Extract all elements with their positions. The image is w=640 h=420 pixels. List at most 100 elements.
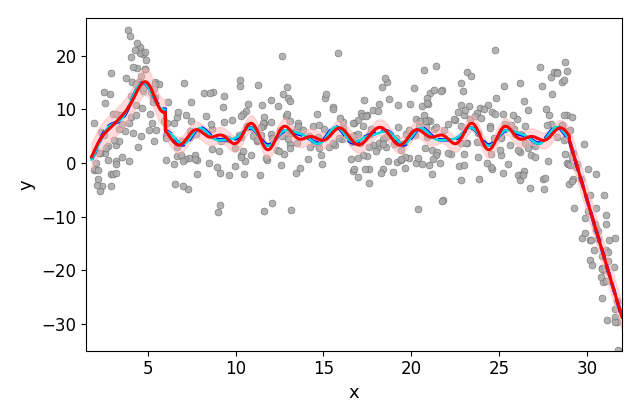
Point <box>415 118 426 125</box>
Point <box>547 121 557 128</box>
Point <box>367 106 378 113</box>
Point <box>291 128 301 134</box>
Point <box>148 94 158 101</box>
Point <box>411 159 421 166</box>
Point <box>449 117 460 123</box>
Point <box>179 183 189 190</box>
Point <box>285 97 296 104</box>
Point <box>585 256 595 263</box>
Point <box>583 208 593 215</box>
Point <box>612 318 622 325</box>
Point <box>562 160 572 166</box>
Point <box>516 131 526 137</box>
Point <box>172 144 182 150</box>
Point <box>103 142 113 149</box>
Point <box>483 101 493 108</box>
Point <box>552 69 562 76</box>
Point <box>95 188 105 194</box>
Point <box>490 47 500 53</box>
Point <box>304 133 314 140</box>
Point <box>610 306 620 312</box>
Point <box>593 236 603 242</box>
Point <box>462 140 472 147</box>
Point <box>456 101 466 108</box>
Point <box>429 126 439 132</box>
Point <box>136 47 147 54</box>
Point <box>465 73 476 79</box>
Point <box>125 92 136 99</box>
Point <box>132 64 142 71</box>
Point <box>436 87 446 94</box>
Point <box>282 83 292 90</box>
Point <box>515 148 525 155</box>
Point <box>539 186 549 192</box>
Point <box>143 126 154 133</box>
Point <box>557 122 568 129</box>
Point <box>557 122 567 129</box>
Point <box>273 103 283 110</box>
Point <box>470 112 480 119</box>
Point <box>510 130 520 137</box>
Point <box>358 152 368 159</box>
Point <box>131 102 141 108</box>
Point <box>285 206 296 213</box>
Point <box>97 182 108 189</box>
Point <box>260 155 271 161</box>
Point <box>99 132 109 139</box>
Point <box>127 63 138 70</box>
Point <box>486 109 497 116</box>
Point <box>569 204 579 211</box>
Point <box>557 79 567 86</box>
Point <box>138 87 148 94</box>
Point <box>145 111 155 118</box>
Point <box>184 155 194 161</box>
Point <box>131 39 141 46</box>
Point <box>427 146 437 153</box>
Point <box>124 119 134 126</box>
Point <box>170 181 180 187</box>
Point <box>106 170 116 177</box>
Point <box>190 152 200 158</box>
Point <box>259 207 269 214</box>
Point <box>353 117 364 123</box>
Point <box>252 137 262 144</box>
Point <box>276 161 286 168</box>
Point <box>500 120 510 127</box>
Point <box>124 27 134 34</box>
Point <box>207 126 218 132</box>
Point <box>597 295 607 302</box>
Point <box>393 102 403 108</box>
Point <box>552 134 562 141</box>
Point <box>278 91 288 98</box>
Point <box>253 81 264 88</box>
Point <box>525 184 535 191</box>
Point <box>183 185 193 192</box>
Point <box>114 125 124 132</box>
Point <box>424 117 435 124</box>
Point <box>572 160 582 167</box>
Point <box>333 135 344 142</box>
Point <box>207 145 217 152</box>
Point <box>100 150 110 156</box>
Point <box>583 166 593 173</box>
Point <box>522 144 532 151</box>
Point <box>205 121 216 127</box>
Point <box>575 176 586 182</box>
Point <box>506 121 516 128</box>
Point <box>268 200 278 206</box>
Point <box>179 80 189 87</box>
Point <box>436 87 447 94</box>
Point <box>283 95 293 102</box>
Point <box>328 105 338 112</box>
Point <box>376 170 386 176</box>
Point <box>99 89 109 95</box>
Point <box>589 247 599 254</box>
Point <box>256 136 266 143</box>
Point <box>411 116 421 123</box>
Point <box>597 265 607 272</box>
Point <box>472 110 482 116</box>
Point <box>409 85 419 92</box>
Point <box>410 131 420 138</box>
Point <box>568 176 579 183</box>
Point <box>172 114 182 121</box>
